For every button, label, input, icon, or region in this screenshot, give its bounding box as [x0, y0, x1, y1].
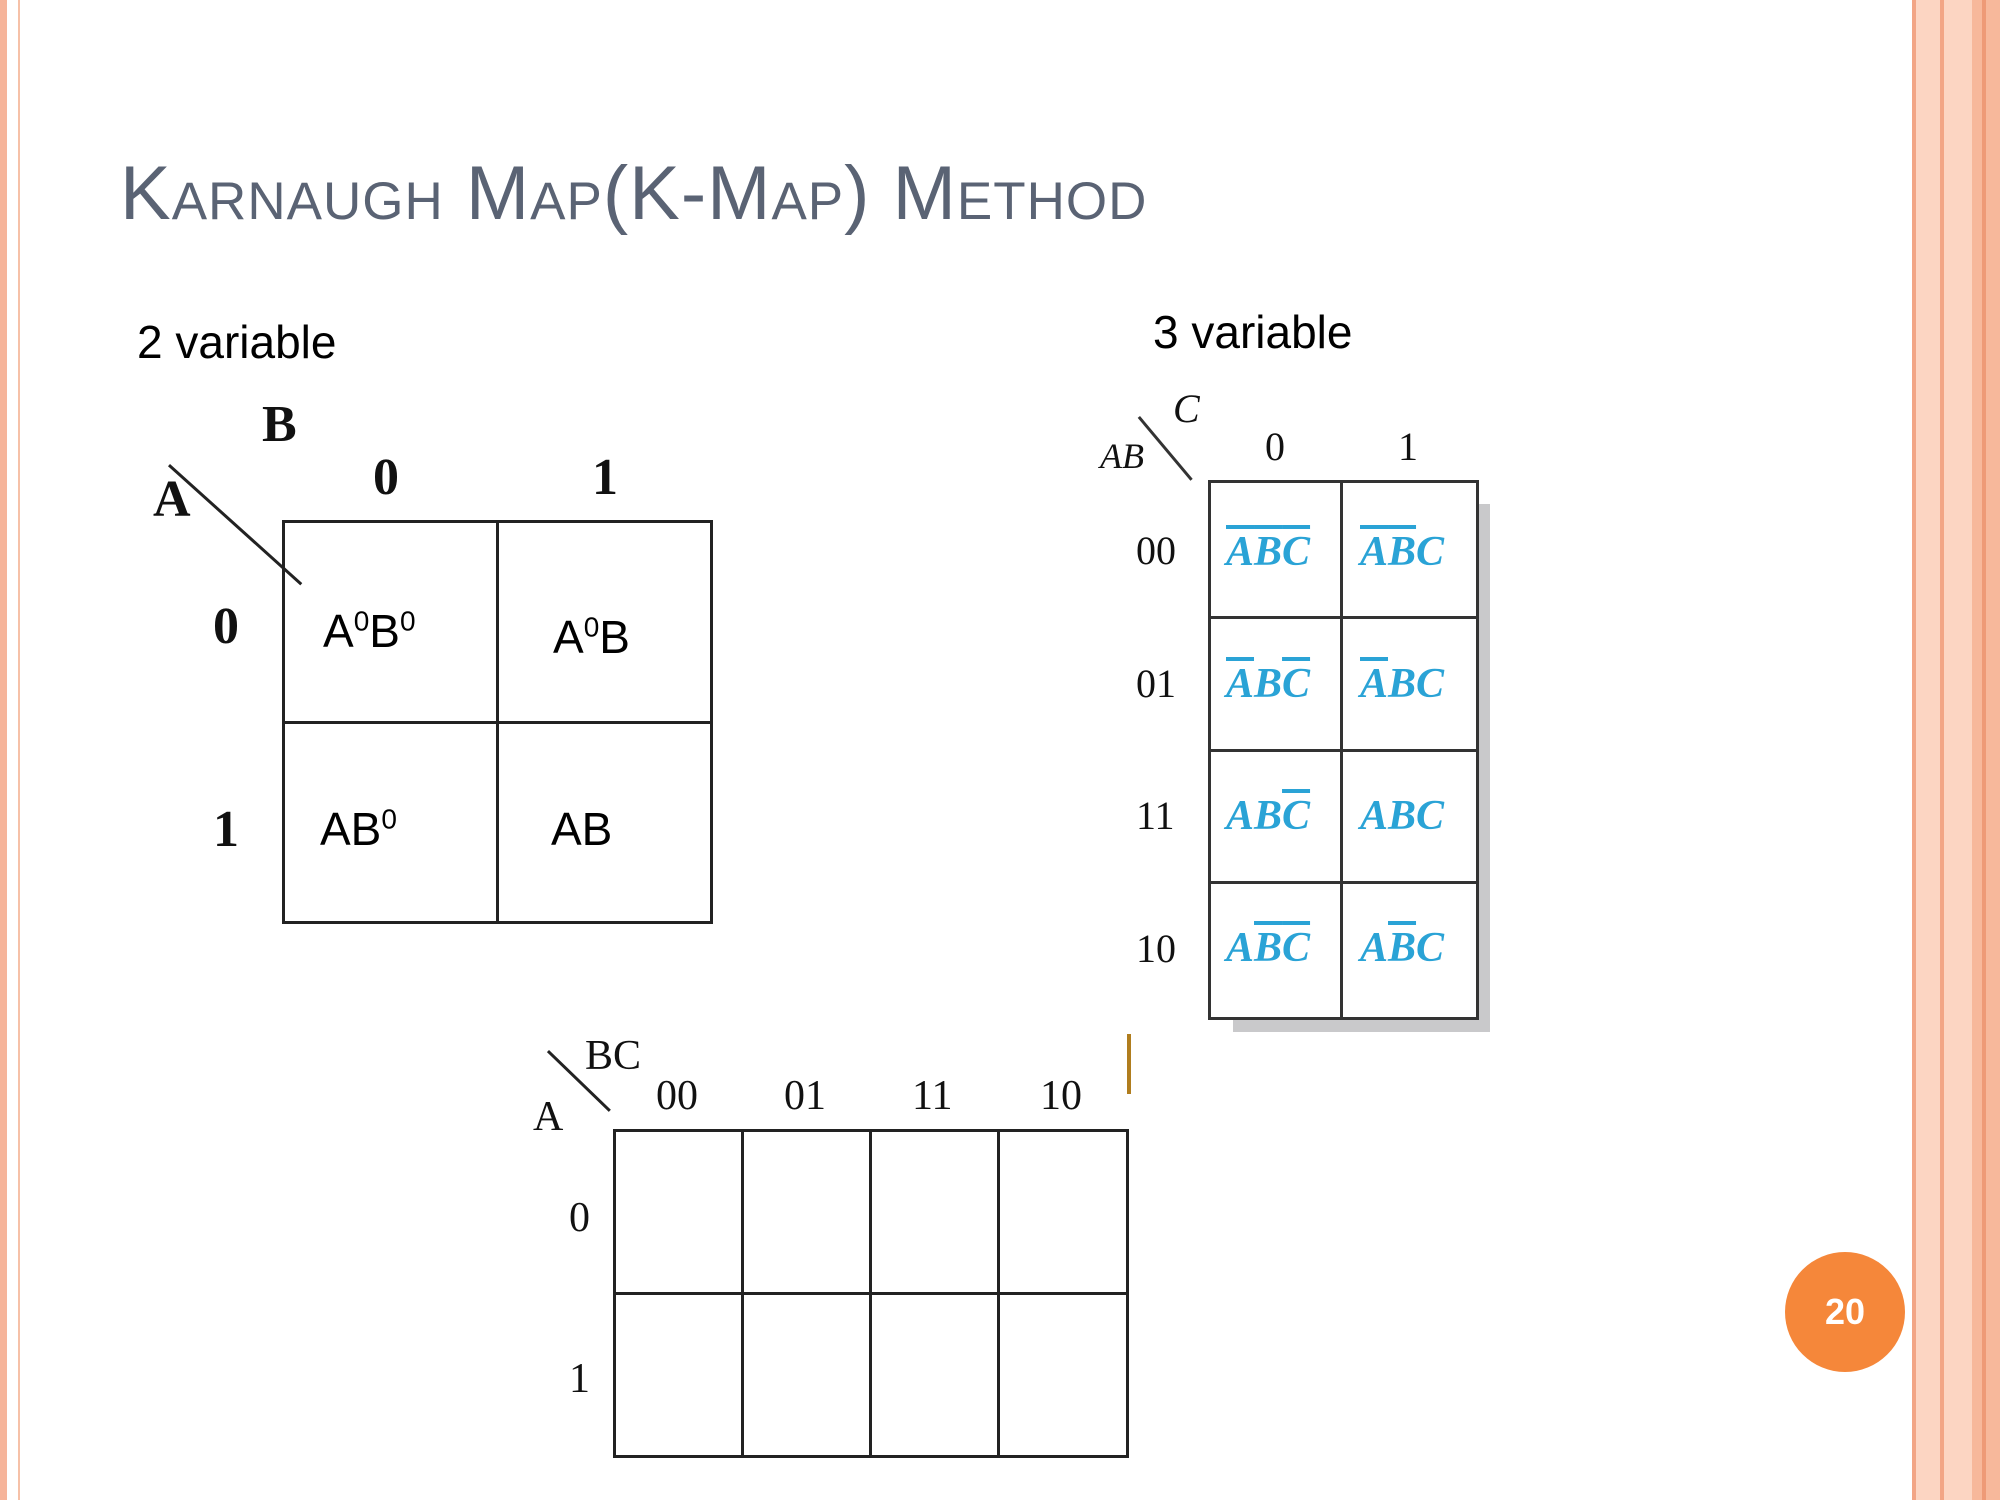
- kmap2-row-var: A: [153, 471, 191, 528]
- kmap3-row-var: AB: [1100, 436, 1144, 476]
- kmap2-cell: AB0: [320, 803, 397, 855]
- kmap3-col-header: 0: [1265, 424, 1285, 469]
- kmap3-row-header: 11: [1136, 793, 1175, 838]
- kmap3b-row-var: A: [533, 1094, 564, 1140]
- kmap2-row-header: 0: [213, 598, 239, 655]
- kmap3-col-var: C: [1173, 386, 1200, 431]
- kmap3-cell: ABC: [1226, 661, 1311, 707]
- kmap3-cell: ABC: [1360, 529, 1445, 575]
- kmap2-label: 2 variable: [137, 316, 337, 368]
- decorative-mark: [1127, 1034, 1131, 1094]
- kmap2-cell: A0B: [553, 611, 630, 663]
- kmap2-col-var: B: [262, 396, 297, 453]
- kmap3-cell: ABC: [1360, 925, 1445, 971]
- kmap3-cell: ABC: [1226, 925, 1311, 971]
- kmap3b-row-header: 1: [569, 1356, 590, 1402]
- left-border-stripe: [0, 0, 7, 1500]
- kmap3-cell: ABC: [1360, 661, 1445, 707]
- kmap2-cell: A0B0: [323, 605, 416, 657]
- kmap2-col-header: 0: [373, 449, 399, 506]
- kmap2-col-header: 1: [592, 449, 618, 506]
- kmap2-cell: AB: [551, 803, 613, 855]
- kmap2-row-header: 1: [213, 801, 239, 858]
- page-number-badge: 20: [1785, 1252, 1905, 1372]
- kmap3-row-header: 10: [1136, 926, 1176, 971]
- kmap3b-row-header: 0: [569, 1195, 590, 1241]
- kmap3-cell: ABC: [1360, 793, 1445, 839]
- kmap3-row-header: 01: [1136, 661, 1176, 706]
- kmap3b-col-header: 11: [912, 1073, 953, 1119]
- right-border-frame: [1912, 0, 2000, 1500]
- slide-title: Karnaugh Map(K-Map) Method: [120, 151, 1148, 236]
- kmap3-col-header: 1: [1398, 424, 1418, 469]
- kmap3b-col-header: 10: [1040, 1073, 1082, 1119]
- kmap3-label: 3 variable: [1153, 306, 1353, 358]
- left-border-line: [18, 0, 20, 1500]
- kmap3b-col-var: BC: [585, 1033, 642, 1079]
- kmap3-row-header: 00: [1136, 528, 1176, 573]
- kmap3-cell: ABC: [1226, 793, 1311, 839]
- kmap3-cell: ABC: [1226, 529, 1311, 575]
- kmap3b-col-header: 01: [784, 1073, 826, 1119]
- kmap3b-col-header: 00: [656, 1073, 698, 1119]
